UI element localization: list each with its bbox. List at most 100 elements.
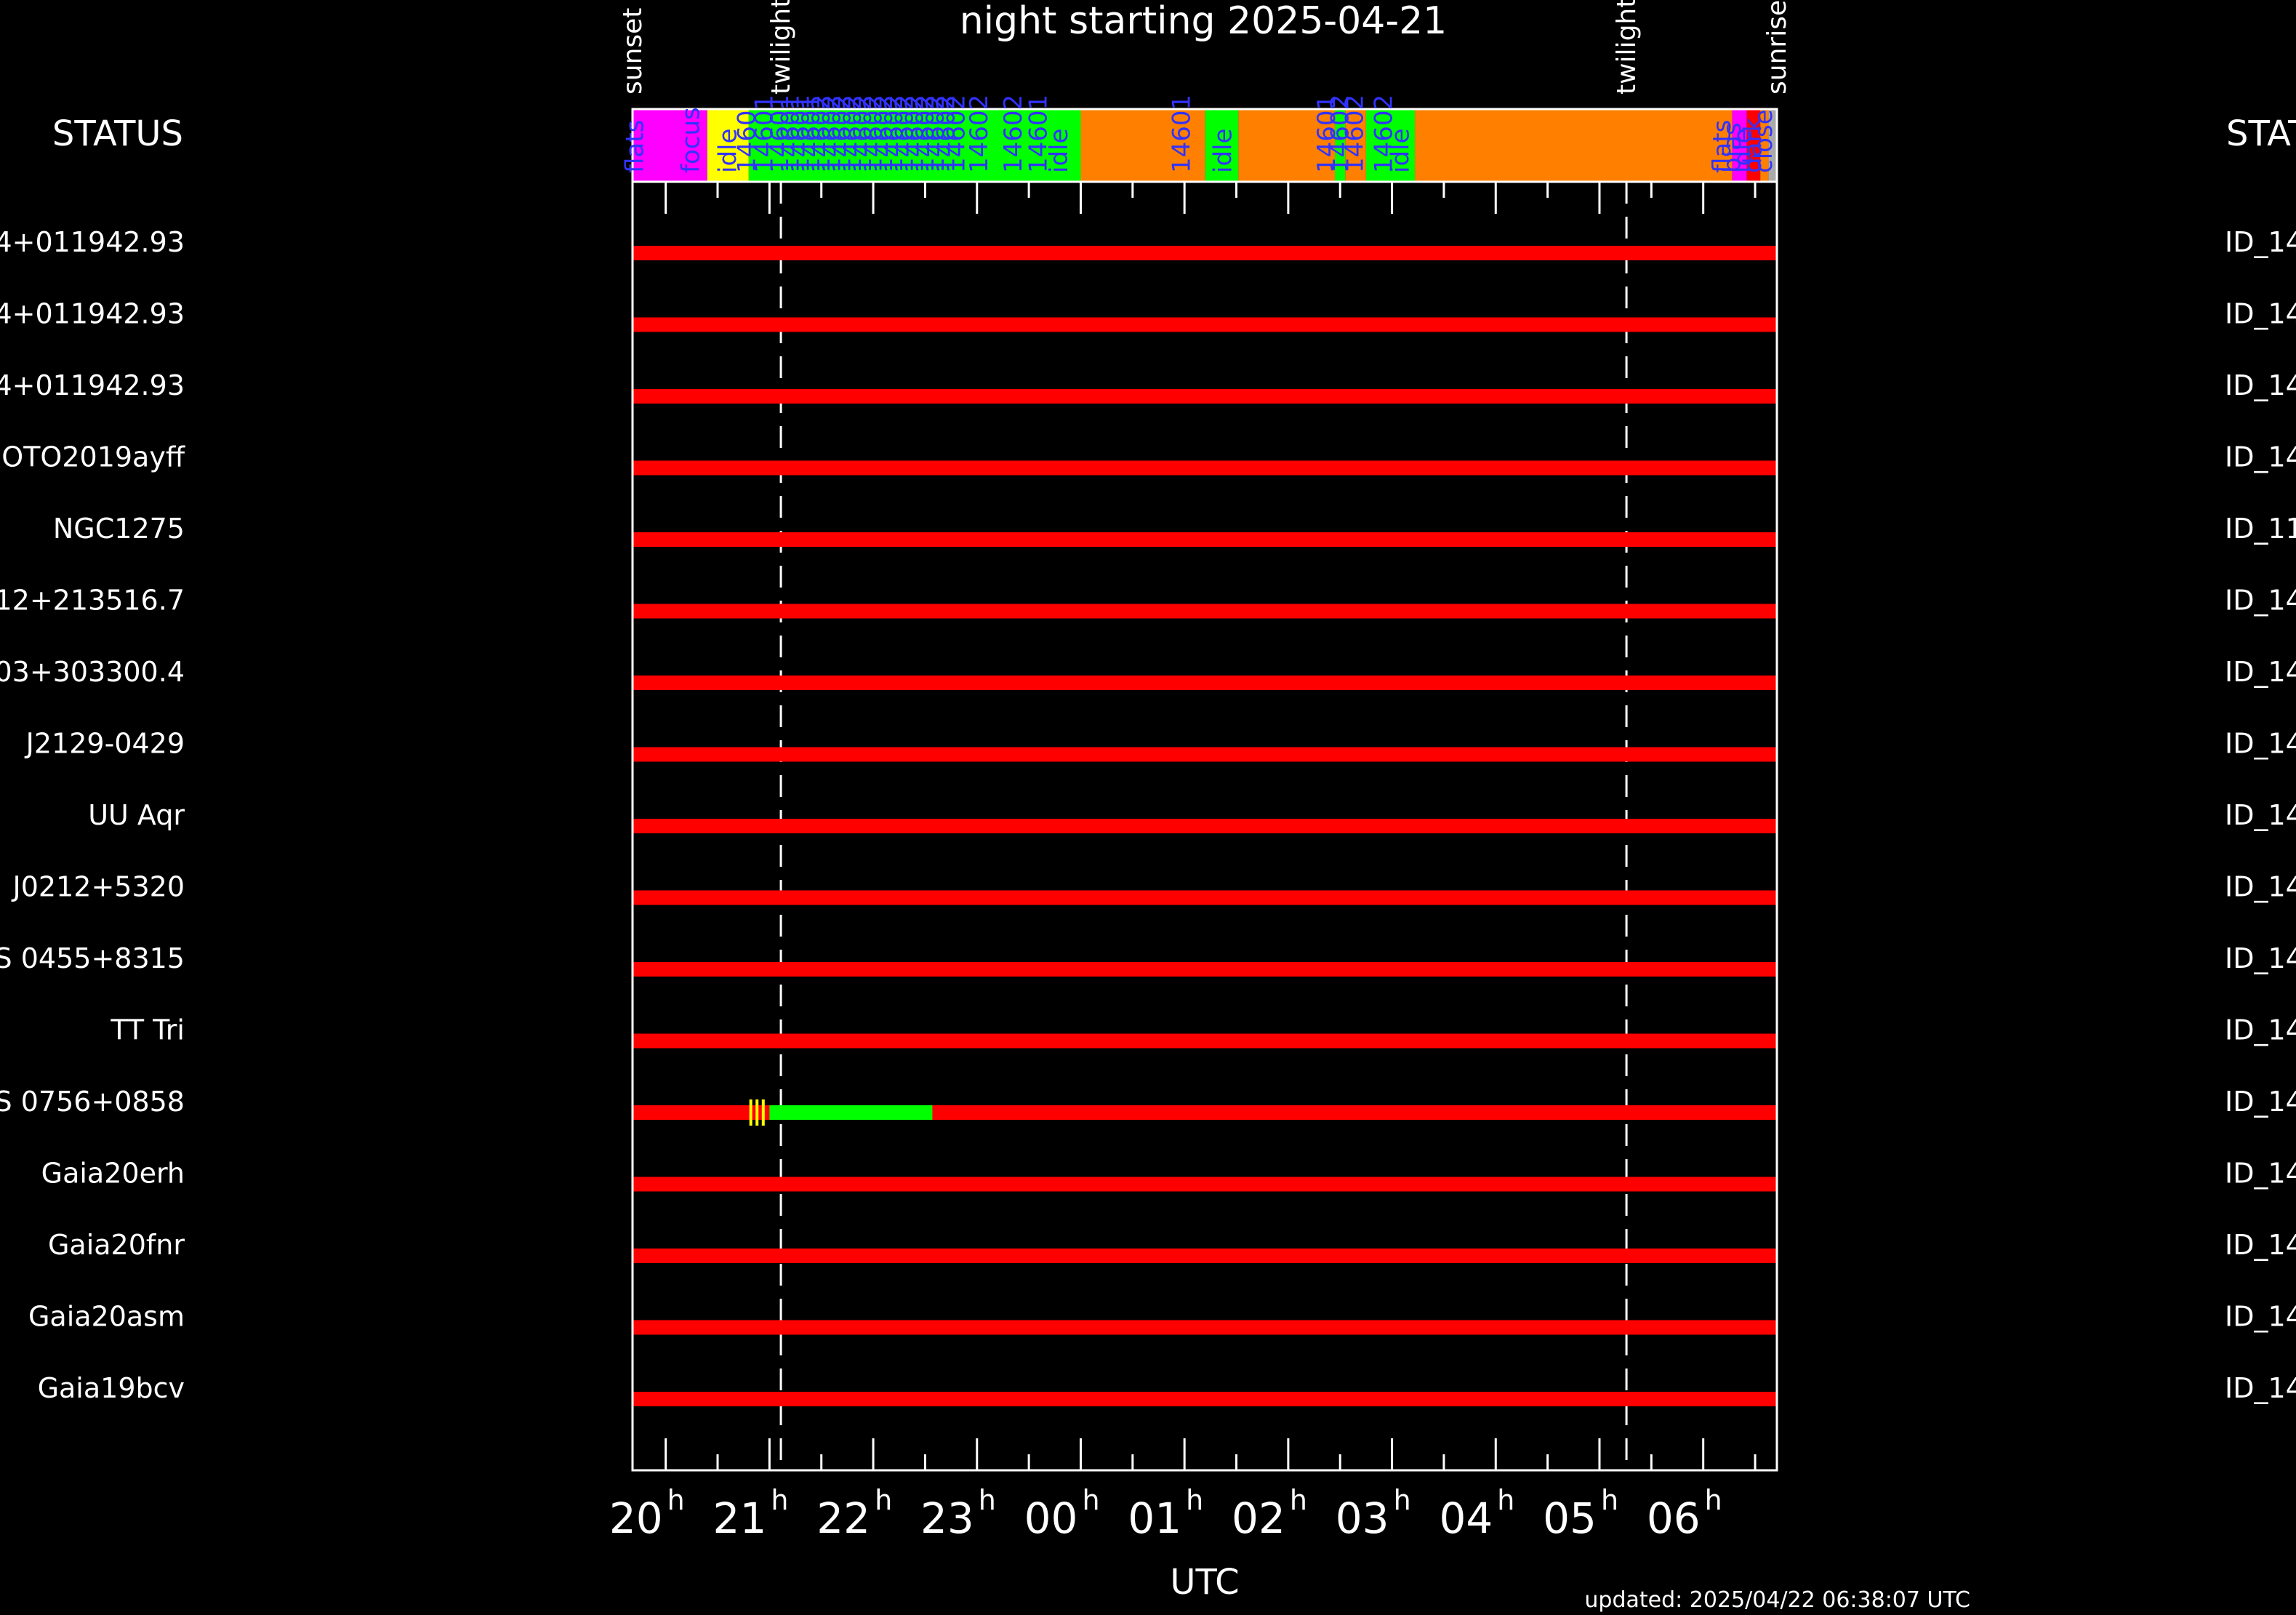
- status-block-label: idle: [1386, 129, 1415, 173]
- status-block: [1746, 109, 1761, 182]
- target-name: 4+011942.93: [0, 298, 185, 330]
- updated-timestamp: updated: 2025/04/22 06:38:07 UTC: [1584, 1587, 1970, 1613]
- target-id: ID_11: [2225, 513, 2296, 545]
- target-id: ID_14: [2225, 728, 2296, 760]
- status-block: [1335, 109, 1346, 182]
- x-tick-suffix: h: [875, 1484, 892, 1516]
- status-block-label: bias: [1718, 122, 1747, 173]
- target-name: J2129-0429: [25, 728, 185, 760]
- chart-title: night starting 2025-04-21: [960, 0, 1448, 43]
- target-name: UU Aqr: [88, 799, 185, 831]
- x-tick-suffix: h: [1705, 1484, 1722, 1516]
- x-axis-label: UTC: [1170, 1562, 1239, 1603]
- status-strip: flats focus idle14601460114601146011460114…: [620, 95, 1778, 183]
- target-id: ID_14: [2225, 1014, 2296, 1046]
- status-block-label: 14601: [750, 95, 779, 173]
- target-id: ID_14: [2225, 799, 2296, 831]
- x-tick-label: 22: [816, 1494, 870, 1543]
- x-tick-suffix: h: [979, 1484, 996, 1516]
- status-block-label: flats: [620, 120, 649, 173]
- status-block-label: 14601: [797, 95, 826, 173]
- target-name: GOTO2019ayff: [0, 441, 185, 473]
- x-tick-suffix: h: [771, 1484, 788, 1516]
- x-axis: 20 h 21 h 22 h 23 h 00 h 01 h 02 h 03 h 04 h 05 h 06 h: [609, 182, 1757, 1543]
- status-block-label: 14601: [776, 95, 805, 173]
- target-id: ID_14: [2225, 656, 2296, 688]
- status-block: [707, 109, 749, 182]
- x-tick-suffix: h: [1082, 1484, 1099, 1516]
- status-block-label: idle: [1045, 129, 1074, 173]
- status-block-label: dark: [1739, 118, 1768, 173]
- x-tick-label: 01: [1128, 1494, 1181, 1543]
- status-block-label: 14601: [1024, 95, 1053, 173]
- status-block-label: 14601: [787, 95, 816, 173]
- status-block-label: 14602: [965, 95, 994, 173]
- status-block-label: 14602: [838, 95, 867, 173]
- status-block: [1414, 109, 1733, 182]
- status-block: [1080, 109, 1205, 182]
- target-id: ID_14: [2225, 871, 2296, 903]
- event-label: sunrise: [1762, 0, 1792, 95]
- x-tick-label: 04: [1439, 1494, 1493, 1543]
- status-block-label: idle: [714, 129, 743, 173]
- target-id: ID_14: [2225, 1158, 2296, 1190]
- status-block-label: flats: [1708, 120, 1737, 173]
- event-label: twilight: [766, 0, 796, 95]
- target-id: ID_14: [2225, 226, 2296, 258]
- target-id: ID_14: [2225, 942, 2296, 974]
- target-id: ID_14: [2225, 441, 2296, 473]
- event-label: twilight: [1612, 0, 1642, 95]
- target-name: Gaia20fnr: [48, 1229, 185, 1261]
- status-block-label: 14602: [828, 95, 857, 173]
- target-name: NGC1275: [53, 513, 185, 545]
- target-name: 4+011942.93: [0, 226, 185, 258]
- status-block: [1732, 109, 1747, 182]
- status-block-label: close: [1749, 109, 1778, 173]
- event-label: sunset: [618, 8, 648, 95]
- x-tick-suffix: h: [667, 1484, 685, 1516]
- status-block-label: 14602: [942, 95, 971, 173]
- x-tick-label: 00: [1024, 1494, 1078, 1543]
- status-block-label: 14602: [817, 95, 846, 173]
- status-block-label: focus: [676, 107, 705, 173]
- status-block-label: 14602: [807, 95, 836, 173]
- x-tick-suffix: h: [1186, 1484, 1203, 1516]
- target-name: 4+011942.93: [0, 369, 185, 401]
- status-label-right: STAT: [2226, 113, 2296, 154]
- status-block: [633, 109, 707, 182]
- target-name: S 0756+0858: [0, 1086, 185, 1118]
- status-block-label: 14602: [931, 95, 960, 173]
- x-tick-label: 23: [920, 1494, 974, 1543]
- target-name: S 0455+8315: [0, 942, 185, 974]
- x-tick-suffix: h: [1290, 1484, 1307, 1516]
- status-block-label: 14602: [880, 95, 909, 173]
- status-block-label: 14602: [1370, 95, 1399, 173]
- status-block: [1238, 109, 1336, 182]
- target-id: ID_14: [2225, 369, 2296, 401]
- target-name: Gaia20asm: [28, 1301, 185, 1333]
- status-block-label: 14601: [1167, 95, 1196, 173]
- status-block-label: idle: [1208, 129, 1237, 173]
- status-block-label: 14601: [766, 95, 795, 173]
- target-id: ID_14: [2225, 1301, 2296, 1333]
- target-name: TT Tri: [110, 1014, 185, 1046]
- status-block-label: 1460: [732, 110, 761, 173]
- status-block-label: 14602: [890, 95, 919, 173]
- x-tick-label: 02: [1232, 1494, 1285, 1543]
- target-name: 03+303300.4: [0, 656, 185, 688]
- target-id: ID_14: [2225, 1229, 2296, 1261]
- target-id: ID_14: [2225, 585, 2296, 617]
- status-block-label: 14602: [901, 95, 930, 173]
- status-block: [1345, 109, 1366, 182]
- x-tick-label: 06: [1647, 1494, 1701, 1543]
- status-block-label: 14602: [870, 95, 899, 173]
- status-block-label: 14602: [848, 95, 878, 173]
- status-block: [1205, 109, 1239, 182]
- target-name: J0212+5320: [12, 871, 185, 903]
- target-rows: 4+011942.93 ID_14 4+011942.93 ID_14 4+011942…: [0, 226, 2296, 1406]
- target-id: ID_14: [2225, 298, 2296, 330]
- target-id: ID_14: [2225, 1086, 2296, 1118]
- status-block: [1768, 109, 1777, 182]
